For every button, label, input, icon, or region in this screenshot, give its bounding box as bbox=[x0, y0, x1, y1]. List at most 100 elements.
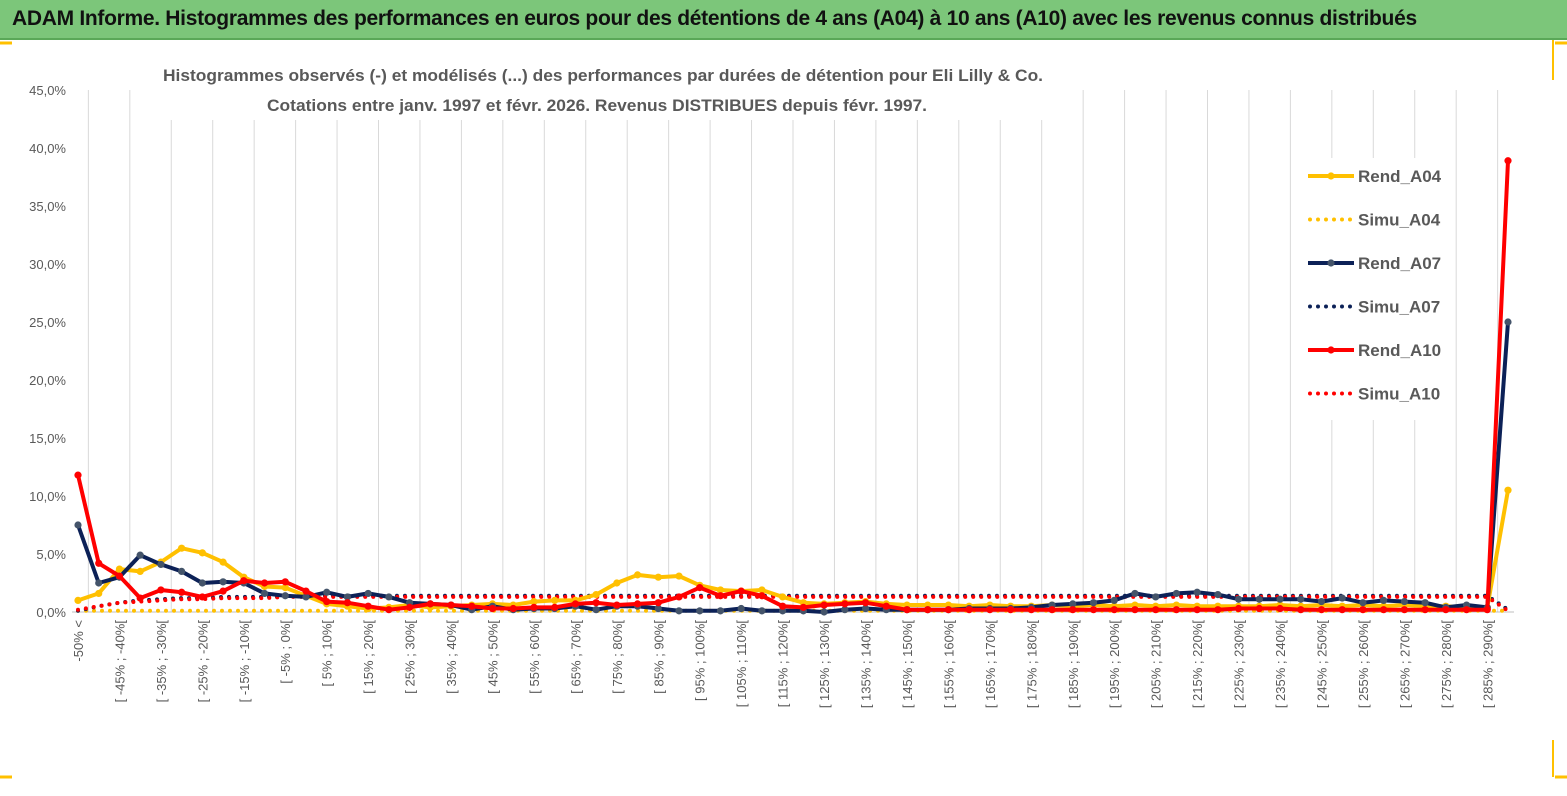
x-tick-label: [ 245% ; 250%[ bbox=[1314, 620, 1329, 709]
data-point bbox=[1214, 606, 1222, 614]
data-point bbox=[675, 593, 683, 601]
data-point bbox=[633, 571, 642, 579]
data-point bbox=[1234, 604, 1243, 613]
x-tick-label: [ 155% ; 160%[ bbox=[941, 620, 956, 709]
series-layer bbox=[74, 157, 1512, 616]
data-point bbox=[758, 586, 766, 594]
data-point bbox=[696, 607, 704, 615]
legend-label: Simu_A04 bbox=[1358, 211, 1441, 230]
data-point bbox=[198, 549, 206, 557]
x-tick-label: [ 105% ; 110%[ bbox=[734, 620, 749, 708]
x-tick-label: -50% < bbox=[71, 620, 86, 662]
chart-frame: 0,0% 5,0% 10,0% 15,0% 20,0% 25,0% 30,0% 35,0% 40… bbox=[0, 40, 1567, 791]
data-point bbox=[1276, 604, 1284, 613]
data-point bbox=[343, 599, 352, 607]
data-point bbox=[758, 607, 766, 615]
x-tick-label: [ 25% ; 30%[ bbox=[403, 620, 418, 694]
data-point bbox=[1214, 591, 1222, 599]
x-tick-label: [ 145% ; 150%[ bbox=[900, 620, 915, 709]
data-point bbox=[758, 592, 766, 600]
legend-item: Rend_A04 bbox=[1308, 167, 1442, 186]
grid bbox=[87, 90, 1499, 612]
x-tick-label: [ 125% ; 130%[ bbox=[817, 620, 832, 709]
data-point bbox=[1131, 606, 1139, 614]
y-tick-label: 25,0% bbox=[29, 315, 66, 330]
data-point bbox=[364, 589, 372, 598]
series-Rend_A10 bbox=[74, 157, 1512, 614]
data-point bbox=[1359, 599, 1367, 607]
legend-item: Rend_A07 bbox=[1308, 254, 1441, 273]
data-point bbox=[654, 573, 662, 581]
data-point bbox=[74, 471, 82, 479]
data-point bbox=[178, 567, 186, 576]
data-point bbox=[136, 594, 144, 602]
data-point bbox=[965, 606, 973, 614]
legend-label: Simu_A07 bbox=[1358, 298, 1440, 317]
data-point bbox=[1504, 486, 1512, 494]
y-tick-label: 30,0% bbox=[29, 257, 66, 272]
data-point bbox=[136, 551, 144, 559]
data-point bbox=[1193, 606, 1201, 614]
data-point bbox=[1462, 606, 1471, 614]
data-point bbox=[1089, 606, 1098, 614]
data-point bbox=[779, 602, 787, 610]
data-point bbox=[1338, 594, 1346, 602]
data-point bbox=[260, 589, 269, 598]
data-point bbox=[219, 578, 227, 586]
x-tick-label: [ 135% ; 140%[ bbox=[859, 620, 874, 709]
data-point bbox=[1380, 606, 1388, 614]
chart: 0,0% 5,0% 10,0% 15,0% 20,0% 25,0% 30,0% 35,0% 40… bbox=[0, 40, 1567, 779]
data-point bbox=[1007, 606, 1015, 614]
data-point bbox=[157, 586, 165, 594]
data-point bbox=[1442, 606, 1450, 614]
legend-item: Simu_A10 bbox=[1308, 385, 1440, 404]
x-tick-label: [ -35% ; -30%[ bbox=[154, 620, 169, 703]
chart-subtitle: Cotations entre janv. 1997 et févr. 2026… bbox=[267, 96, 927, 115]
data-point bbox=[924, 606, 932, 614]
data-point bbox=[675, 572, 683, 580]
data-point bbox=[281, 584, 289, 592]
data-point bbox=[1380, 596, 1388, 605]
x-tick-label: [ 195% ; 200%[ bbox=[1107, 620, 1122, 709]
data-point bbox=[716, 607, 725, 615]
x-tick-label: [ 265% ; 270%[ bbox=[1397, 620, 1412, 709]
legend-background bbox=[1295, 158, 1455, 420]
data-point bbox=[74, 521, 82, 529]
legend-item: Simu_A07 bbox=[1308, 298, 1440, 317]
y-tick-label: 45,0% bbox=[29, 83, 66, 98]
data-point bbox=[1152, 593, 1160, 601]
x-tick-label: [ 225% ; 230%[ bbox=[1232, 620, 1247, 709]
legend-label: Rend_A04 bbox=[1358, 167, 1442, 186]
data-point bbox=[613, 601, 621, 609]
x-tick-label: [ 215% ; 220%[ bbox=[1190, 620, 1205, 709]
banner: ADAM Informe. Histogrammes des performan… bbox=[0, 0, 1567, 40]
x-tick-label: [ 275% ; 280%[ bbox=[1439, 620, 1454, 709]
data-point bbox=[613, 579, 621, 587]
y-tick-label: 5,0% bbox=[36, 547, 66, 562]
data-point bbox=[861, 599, 870, 607]
data-point bbox=[1421, 599, 1429, 607]
legend-label: Rend_A10 bbox=[1358, 341, 1441, 360]
data-point bbox=[1110, 596, 1118, 605]
data-point bbox=[488, 604, 497, 613]
data-point bbox=[198, 593, 206, 601]
data-point bbox=[447, 601, 455, 609]
x-tick-label: [ 85% ; 90%[ bbox=[651, 620, 666, 694]
data-point bbox=[1255, 595, 1263, 603]
data-point bbox=[405, 603, 414, 611]
x-tick-label: [ 65% ; 70%[ bbox=[568, 620, 583, 694]
data-point bbox=[426, 600, 434, 608]
data-point bbox=[1152, 606, 1160, 614]
data-point bbox=[861, 604, 870, 613]
data-point bbox=[530, 597, 538, 606]
x-tick-label: [ 255% ; 260%[ bbox=[1356, 620, 1371, 709]
x-tick-label: [ 115% ; 120%[ bbox=[776, 620, 791, 708]
data-point bbox=[74, 596, 82, 605]
data-point bbox=[986, 606, 994, 614]
data-point bbox=[737, 587, 745, 595]
data-point bbox=[1172, 589, 1181, 598]
data-point bbox=[820, 601, 828, 609]
data-point bbox=[654, 599, 662, 607]
data-point bbox=[178, 544, 186, 552]
data-point bbox=[1172, 606, 1181, 614]
